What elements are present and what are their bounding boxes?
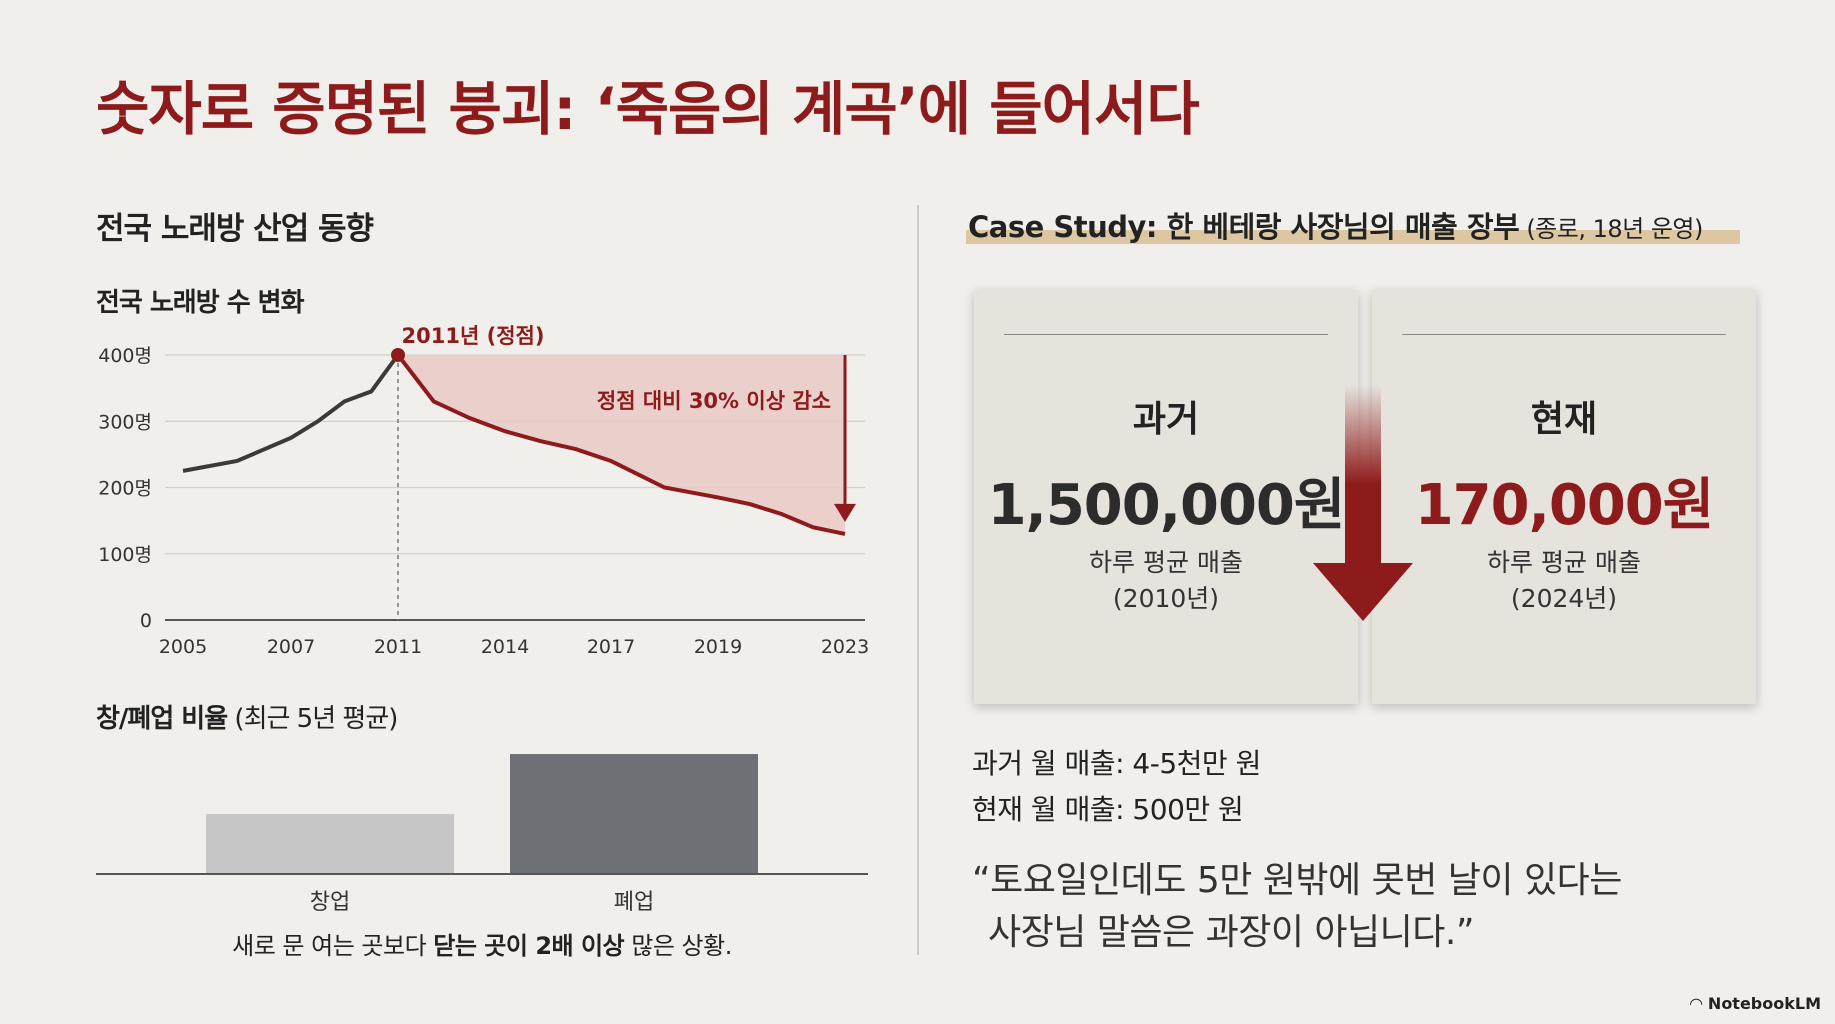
bar-label-open: 창업	[309, 890, 351, 915]
bar-close	[510, 754, 758, 874]
y-axis-ticks: 0 100명 200명 300명 400명	[98, 345, 152, 632]
past-desc-line2: (2010년)	[1112, 584, 1220, 613]
peak-label: 2011년 (정점)	[402, 324, 545, 348]
case-study-title: Case Study: 한 베테랑 사장님의 매출 장부 (종로, 18년 운영…	[968, 204, 1703, 246]
page-title: 숫자로 증명된 붕괴: ‘죽음의 계곡’에 들어서다	[96, 75, 1200, 143]
decline-label: 정점 대비 30% 이상 감소	[597, 389, 831, 413]
past-ledger-card: 과거 1,500,000원 하루 평균 매출 (2010년)	[974, 290, 1358, 704]
now-amount: 170,000원	[1414, 473, 1715, 538]
decline-area	[398, 355, 845, 534]
past-label: 과거	[1132, 399, 1200, 440]
ledger-rule	[1004, 334, 1328, 335]
past-desc-line1: 하루 평균 매출	[1089, 548, 1243, 577]
case-title-sub: (종로, 18년 운영)	[1519, 215, 1703, 243]
line-series-rise	[182, 353, 400, 473]
x-tick-label: 2007	[267, 636, 315, 658]
caption-bold: 닫는 곳이 2배 이상	[433, 932, 625, 960]
owner-quote: “토요일인데도 5만 원밖에 못번 날이 있다는 사장님 말씀은 과장이 아닙니…	[972, 855, 1622, 959]
ledger-rule	[1402, 334, 1726, 335]
peak-point	[391, 348, 405, 362]
now-label: 현재	[1530, 399, 1598, 440]
notebook-icon: ◠	[1690, 994, 1708, 1013]
down-arrow-icon	[1313, 385, 1413, 621]
case-title-highlight	[966, 230, 1740, 244]
bar-chart	[96, 754, 868, 875]
y-tick-label: 100명	[98, 544, 152, 566]
x-tick-label: 2011	[374, 636, 422, 658]
x-axis-ticks: 2005 2007 2011 2014 2017 2019 2023	[159, 636, 869, 658]
bar-section-title-bold: 창/폐업 비율	[96, 704, 228, 734]
x-tick-label: 2017	[587, 636, 635, 658]
decline-arrow-head	[834, 503, 856, 522]
brand-text: NotebookLM	[1707, 994, 1821, 1013]
bar-open	[206, 814, 454, 874]
x-tick-label: 2023	[821, 636, 869, 658]
monthly-past: 과거 월 매출: 4-5천만 원	[972, 747, 1261, 780]
x-tick-label: 2005	[159, 636, 207, 658]
monthly-now: 현재 월 매출: 500만 원	[972, 793, 1244, 826]
bar-section-title-rest: (최근 5년 평균)	[227, 704, 398, 734]
now-desc-line2: (2024년)	[1510, 584, 1618, 613]
y-tick-label: 400명	[98, 345, 152, 367]
case-title-main: Case Study: 한 베테랑 사장님의 매출 장부	[968, 210, 1520, 244]
y-tick-label: 0	[140, 610, 152, 632]
bar-caption: 새로 문 여는 곳보다 닫는 곳이 2배 이상 많은 상황.	[96, 926, 868, 961]
y-tick-label: 300명	[98, 411, 152, 433]
line-chart-title: 전국 노래방 수 변화	[96, 288, 305, 318]
past-desc: 하루 평균 매출 (2010년)	[974, 545, 1358, 617]
y-tick-label: 200명	[98, 478, 152, 500]
left-section-title: 전국 노래방 산업 동향	[96, 211, 374, 247]
now-desc-line1: 하루 평균 매출	[1487, 548, 1641, 577]
caption-post: 많은 상황.	[624, 932, 732, 960]
brand-label: ◠ NotebookLM	[1690, 994, 1821, 1013]
now-ledger-card: 현재 170,000원 하루 평균 매출 (2024년)	[1372, 290, 1756, 704]
quote-line2: 사장님 말씀은 과장이 아닙니다.”	[988, 912, 1474, 953]
quote-line1: “토요일인데도 5만 원밖에 못번 날이 있다는	[972, 860, 1622, 901]
past-amount: 1,500,000원	[987, 473, 1346, 538]
bar-section-title: 창/폐업 비율 (최근 5년 평균)	[96, 698, 398, 735]
caption-pre: 새로 문 여는 곳보다	[232, 932, 434, 960]
x-tick-label: 2019	[694, 636, 742, 658]
line-series-decline	[396, 353, 846, 536]
bar-label-close: 폐업	[613, 890, 655, 915]
now-desc: 하루 평균 매출 (2024년)	[1372, 545, 1756, 617]
column-divider	[917, 205, 919, 955]
x-tick-label: 2014	[481, 636, 529, 658]
